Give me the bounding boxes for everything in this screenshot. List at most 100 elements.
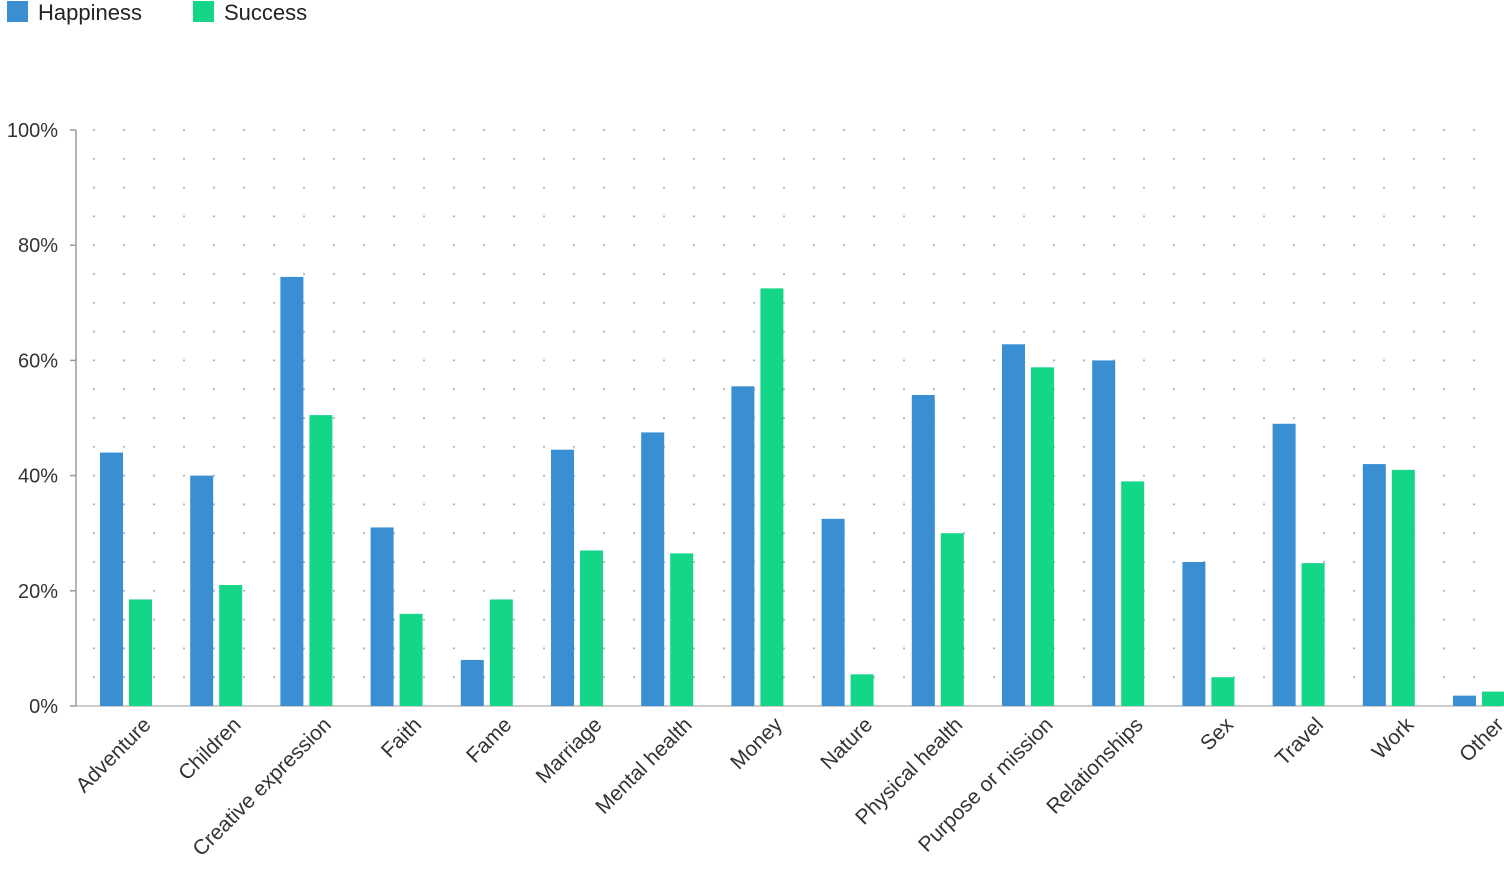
grid-dot [1322, 503, 1326, 506]
grid-dot [1382, 359, 1386, 362]
grid-dot [122, 445, 126, 448]
grid-dot [542, 330, 546, 333]
grid-dot [602, 647, 606, 650]
grid-dot [1142, 244, 1146, 247]
grid-dot [1052, 330, 1056, 333]
grid-dot [272, 445, 276, 448]
grid-dot [362, 330, 366, 333]
grid-dot [302, 359, 306, 362]
x-tick-label: Adventure [72, 713, 156, 797]
grid-dot [1472, 244, 1476, 247]
grid-dot [1082, 503, 1086, 506]
grid-dot [752, 215, 756, 218]
grid-dot [242, 301, 246, 304]
grid-dot [722, 359, 726, 362]
grid-dot [842, 157, 846, 160]
grid-dot [1172, 589, 1176, 592]
grid-dot [1202, 416, 1206, 420]
grid-dot [332, 445, 336, 448]
grid-dot [1172, 128, 1176, 132]
grid-dot [272, 532, 276, 535]
grid-dot [1412, 272, 1416, 276]
grid-dot [512, 445, 516, 448]
grid-dot [1172, 272, 1176, 276]
grid-dot [512, 647, 516, 650]
grid-dot [692, 503, 696, 506]
grid-dot [182, 359, 186, 362]
grid-dot [452, 330, 456, 333]
grid-dot [842, 272, 846, 276]
grid-dot [152, 128, 156, 132]
bar-happiness-faith [370, 527, 394, 706]
grid-dot [1112, 272, 1116, 276]
grid-dot [182, 330, 186, 333]
grid-dot [1082, 388, 1086, 391]
grid-dot [992, 186, 996, 189]
grid-dot [392, 503, 396, 506]
grid-dot [602, 301, 606, 304]
grid-dot [302, 244, 306, 247]
grid-dot [242, 618, 246, 621]
x-tick-label: Mental health [591, 713, 696, 818]
grid-dot [812, 128, 816, 132]
grid-dot [692, 244, 696, 247]
grid-dot [782, 445, 786, 448]
grid-dot [1322, 157, 1326, 160]
grid-dot [632, 186, 636, 189]
grid-dot [242, 330, 246, 333]
grid-dot [272, 359, 276, 362]
grid-dot [842, 416, 846, 420]
grid-dot [92, 157, 96, 160]
grid-dot [92, 676, 96, 679]
grid-dot [512, 416, 516, 420]
grid-dot [1262, 676, 1266, 679]
grid-dot [392, 416, 396, 420]
grid-dot [152, 503, 156, 506]
grid-dot [1292, 330, 1296, 333]
grid-dot [1382, 416, 1386, 420]
grid-dot [752, 244, 756, 247]
grid-dot [212, 330, 216, 333]
grid-dot [992, 676, 996, 679]
grid-dot [782, 215, 786, 218]
grid-dot [1322, 330, 1326, 333]
grid-dot [272, 215, 276, 218]
grid-dot [1292, 416, 1296, 420]
grid-dot [1382, 186, 1386, 189]
grid-dot [452, 532, 456, 535]
grid-dot [1172, 301, 1176, 304]
grid-dot [1142, 388, 1146, 391]
bar-success-adventure [129, 599, 152, 706]
grid-dot [902, 359, 906, 362]
grid-dot [1022, 215, 1026, 218]
grid-dot [662, 330, 666, 333]
bar-success-physical-health [940, 533, 964, 706]
grid-dot [632, 676, 636, 679]
grid-dot [962, 272, 966, 276]
grid-dot [872, 186, 876, 189]
grid-dot [722, 215, 726, 218]
grid-dot [212, 301, 216, 304]
grid-dot [1172, 215, 1176, 218]
grid-dot [632, 301, 636, 304]
grid-dot [92, 272, 96, 276]
grid-dot [1472, 416, 1476, 420]
bar-happiness-sex [1182, 562, 1206, 706]
grid-dot [1022, 244, 1026, 247]
grid-dot [242, 215, 246, 218]
grid-dot [872, 128, 876, 132]
grid-dot [332, 647, 336, 650]
grid-dot [272, 157, 276, 160]
grid-dot [572, 215, 576, 218]
grid-dot [1442, 503, 1446, 506]
grid-dot [332, 589, 336, 592]
grid-dot [332, 330, 336, 333]
grid-dot [1322, 532, 1326, 535]
grid-dot [422, 359, 426, 362]
grid-dot [692, 215, 696, 218]
grid-dot [1472, 560, 1476, 564]
y-tick-label: 100% [7, 120, 58, 142]
grid-dot [212, 647, 216, 650]
bar-happiness-nature [821, 518, 845, 706]
bar-happiness-children [190, 475, 214, 706]
